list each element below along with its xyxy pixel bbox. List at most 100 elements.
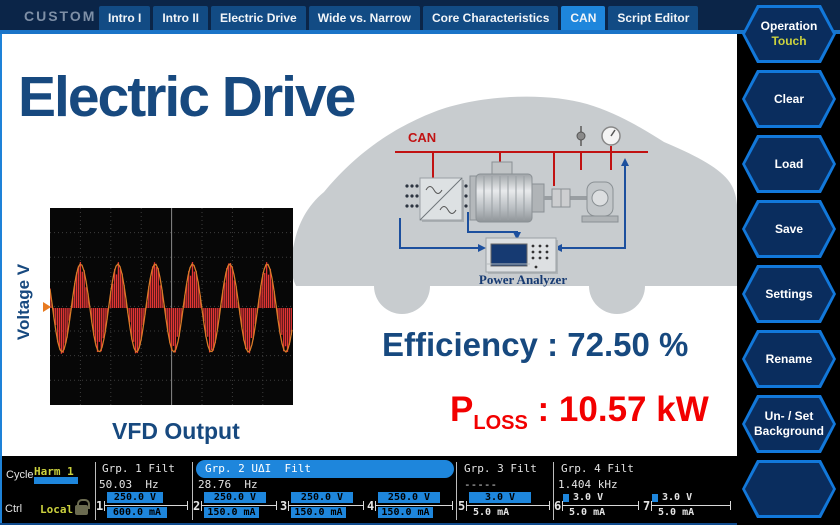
group-2-frequency: 28.76 Hz [198, 478, 258, 491]
channel-3[interactable]: 3 250.0 V 150.0 mA [280, 492, 366, 520]
unset-background-button[interactable]: Un- / Set Background [742, 395, 836, 453]
channel-6[interactable]: 6 3.0 V 5.0 mA [554, 492, 641, 520]
tab-intro-2[interactable]: Intro II [153, 6, 208, 30]
range-tick [562, 501, 563, 511]
current-range-bar: 5.0 mA [473, 507, 510, 518]
scope-y-axis-label: Voltage V [14, 263, 33, 341]
operation-mode-value: Touch [771, 34, 807, 48]
load-button-label: Load [774, 156, 804, 171]
channel-4[interactable]: 4 250.0 V 150.0 mA [367, 492, 455, 520]
divider [553, 462, 554, 520]
efficiency-label: Efficiency : [382, 326, 559, 363]
slide-canvas: Electric Drive CAN Power Analyzer Voltag… [2, 34, 737, 456]
range-axis [375, 501, 453, 510]
unset-background-label-line2: Background [753, 424, 824, 438]
channel-2[interactable]: 2 250.0 V 150.0 mA [193, 492, 279, 520]
channel-number: 1 [96, 499, 104, 513]
rename-button[interactable]: Rename [742, 330, 836, 388]
tab-intro-1[interactable]: Intro I [99, 6, 151, 30]
divider [192, 462, 193, 520]
divider [95, 462, 96, 520]
channel-number: 5 [458, 499, 466, 513]
inverter-box [419, 177, 464, 222]
range-axis [288, 501, 364, 510]
cycle-mode-underline [34, 477, 78, 484]
temperature-sensor-icon [576, 126, 586, 146]
waveform-scope [49, 208, 293, 405]
tab-underline-strip [0, 30, 840, 34]
tab-script-editor[interactable]: Script Editor [608, 6, 699, 30]
channel-number: 3 [280, 499, 288, 513]
ploss-symbol: P [450, 390, 474, 429]
load-button[interactable]: Load [742, 135, 836, 193]
current-range-bar: 150.0 mA [204, 507, 259, 518]
range-axis [201, 501, 277, 510]
lock-icon[interactable] [75, 499, 90, 515]
save-button[interactable]: Save [742, 200, 836, 258]
ctrl-label: Ctrl [5, 503, 23, 515]
current-range-bar: 600.0 mA [107, 507, 167, 518]
tab-can[interactable]: CAN [561, 6, 606, 30]
channel-number: 2 [193, 499, 201, 513]
unset-background-label-line1: Un- / Set [764, 409, 814, 423]
clear-button[interactable]: Clear [742, 70, 836, 128]
top-bar: CUSTOM Intro I Intro II Electric Drive W… [0, 0, 840, 34]
group-3-label[interactable]: Grp. 3 Filt [464, 462, 537, 475]
tab-row: Intro I Intro II Electric Drive Wide vs.… [99, 6, 701, 30]
tab-electric-drive[interactable]: Electric Drive [211, 6, 306, 30]
slide-title: Electric Drive [18, 65, 356, 129]
current-range-bar: 150.0 mA [378, 507, 433, 518]
settings-button-label: Settings [765, 286, 813, 301]
ctrl-mode-value[interactable]: Local [40, 503, 74, 516]
range-tick [375, 501, 376, 511]
group-2-label[interactable]: Grp. 2 UΔI Filt [196, 460, 454, 478]
channel-number: 7 [643, 499, 651, 513]
power-analyzer [485, 237, 558, 274]
group-1-label[interactable]: Grp. 1 Filt [102, 462, 175, 475]
ploss-subscript: LOSS [473, 412, 528, 434]
cycle-label: Cycle [6, 469, 34, 481]
current-range-bar: 5.0 mA [658, 507, 695, 518]
tab-core-characteristics[interactable]: Core Characteristics [422, 6, 559, 30]
voltage-range-bar: 250.0 V [204, 492, 266, 503]
load-machine [581, 181, 619, 223]
settings-button[interactable]: Settings [742, 265, 836, 323]
vfd-waveform [49, 208, 293, 405]
group-1-frequency: 50.03 Hz [99, 478, 159, 491]
voltage-range-bar: 3.0 V [573, 492, 604, 503]
voltage-range-chip [563, 494, 569, 502]
divider [456, 462, 457, 520]
empty-soft-key-button[interactable] [742, 460, 836, 518]
group-3-frequency: ----- [464, 478, 498, 491]
tab-wide-vs-narrow[interactable]: Wide vs. Narrow [308, 6, 420, 30]
voltage-range-chip [652, 494, 658, 502]
can-bus-label: CAN [408, 130, 437, 145]
power-loss-readout: PLOSS : 10.57 kW [450, 390, 709, 435]
voltage-range-bar: 250.0 V [107, 492, 163, 503]
current-range-bar: 150.0 mA [291, 507, 346, 518]
channel-1[interactable]: 1 250.0 V 600.0 mA [96, 492, 190, 520]
trigger-marker-icon [43, 302, 51, 312]
group-4-label[interactable]: Grp. 4 Filt [561, 462, 634, 475]
efficiency-readout: Efficiency : 72.50 % [382, 326, 688, 364]
range-tick [466, 501, 467, 511]
range-axis [562, 501, 639, 510]
clear-button-label: Clear [773, 91, 805, 106]
channel-7[interactable]: 7 3.0 V 5.0 mA [643, 492, 733, 520]
range-tick [201, 501, 202, 511]
current-range-bar: 5.0 mA [569, 507, 606, 518]
car-diagram [291, 96, 737, 314]
soft-key-sidebar: Operation Touch Clear Load Save Settings … [737, 0, 840, 525]
range-axis [466, 501, 550, 510]
voltage-range-bar: 3.0 V [469, 492, 531, 503]
operation-button-label: Operation [760, 19, 818, 33]
save-button-label: Save [774, 221, 804, 236]
channel-5[interactable]: 5 3.0 V 5.0 mA [458, 492, 552, 520]
cycle-mode-value[interactable]: Harm 1 [34, 465, 74, 478]
voltage-range-bar: 250.0 V [378, 492, 440, 503]
operation-button[interactable]: Operation Touch [742, 5, 836, 63]
range-tick [651, 501, 652, 511]
gauge-icon [601, 126, 621, 146]
status-bar: Cycle Harm 1 Ctrl Local Grp. 1 Filt 50.0… [0, 456, 737, 525]
voltage-range-bar: 3.0 V [662, 492, 693, 503]
